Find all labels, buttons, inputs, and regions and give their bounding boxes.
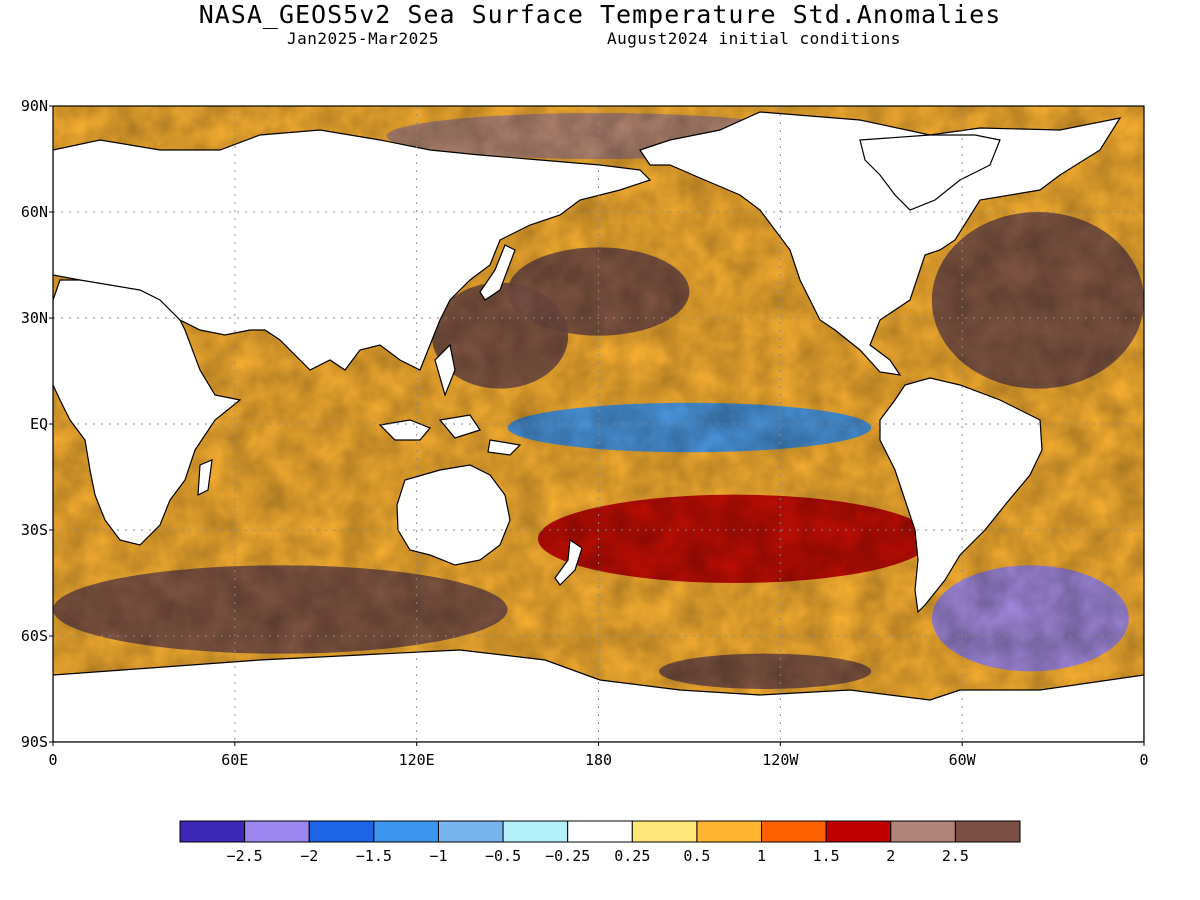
title-block: NASA_GEOS5v2 Sea Surface Temperature Std… xyxy=(0,0,1200,60)
colorbar-tick-label: −0.25 xyxy=(545,847,590,865)
lat-tick-label: EQ xyxy=(30,415,48,433)
colorbar-tick-label: 0.25 xyxy=(614,847,650,865)
colorbar-swatch xyxy=(954,820,1021,843)
south-america-land xyxy=(879,377,1043,614)
colorbar-swatch xyxy=(890,820,956,843)
colorbar-tick-label: 2.5 xyxy=(942,847,969,865)
north-america-land xyxy=(639,111,1122,376)
lat-tick-label: 90N xyxy=(21,97,48,115)
australia-land xyxy=(396,464,511,566)
greenland-land xyxy=(859,134,1001,211)
colorbar-tick-label: 1 xyxy=(757,847,766,865)
colorbar-swatch xyxy=(308,820,375,843)
lon-tick-label: 0 xyxy=(48,751,57,769)
colorbar-tick-label: −1 xyxy=(429,847,447,865)
colorbar-swatch xyxy=(502,820,569,843)
colorbar-tick-label: 0.5 xyxy=(683,847,710,865)
lon-tick-label: 0 xyxy=(1139,751,1148,769)
colorbar-tick-label: −2.5 xyxy=(227,847,263,865)
new-zealand-land xyxy=(554,538,583,586)
lat-tick-label: 60S xyxy=(21,627,48,645)
lat-lon-gridlines xyxy=(53,106,1144,742)
colorbar-swatch xyxy=(244,820,310,843)
colorbar-tick-label: −1.5 xyxy=(356,847,392,865)
colorbar-tick-label: −2 xyxy=(300,847,318,865)
colorbar-swatch xyxy=(825,820,892,843)
colorbar-swatch xyxy=(179,820,246,843)
lon-tick-label: 120E xyxy=(399,751,435,769)
lon-tick-label: 60W xyxy=(949,751,977,769)
lat-tick-label: 60N xyxy=(21,203,48,221)
madagascar-land xyxy=(197,459,213,497)
lat-tick-label: 90S xyxy=(21,733,48,751)
lat-tick-label: 30N xyxy=(21,309,48,327)
africa-land xyxy=(53,279,242,546)
colorbar-swatch xyxy=(696,820,763,843)
colorbar-tick-label: 2 xyxy=(886,847,895,865)
maritime-continent-islands xyxy=(378,343,522,456)
japan-land xyxy=(479,244,516,301)
lat-tick-label: 30S xyxy=(21,521,48,539)
eurasia-land xyxy=(53,129,652,371)
colorbar-swatch xyxy=(761,820,827,843)
map-title: NASA_GEOS5v2 Sea Surface Temperature Std… xyxy=(198,0,1002,29)
colorbar-swatch xyxy=(373,820,439,843)
forecast-period: Jan2025-Mar2025 xyxy=(287,29,439,48)
colorbar-swatch xyxy=(567,820,633,843)
colorbar-swatch xyxy=(437,820,504,843)
lon-tick-label: 180 xyxy=(585,751,612,769)
initial-conditions: August2024 initial conditions xyxy=(607,29,901,48)
antarctica-land xyxy=(53,649,1144,742)
colorbar-tick-label: 1.5 xyxy=(813,847,840,865)
colorbar-tick-label: −0.5 xyxy=(485,847,521,865)
land-masses xyxy=(53,111,1144,742)
lon-tick-label: 120W xyxy=(762,751,799,769)
lon-tick-label: 60E xyxy=(221,751,248,769)
colorbar-swatch xyxy=(631,820,698,843)
colorbar: −2.5 −2 −1.5 −1 −0.5 −0.25 0.25 0.5 1 1.5 2 2.5 xyxy=(179,820,1021,865)
